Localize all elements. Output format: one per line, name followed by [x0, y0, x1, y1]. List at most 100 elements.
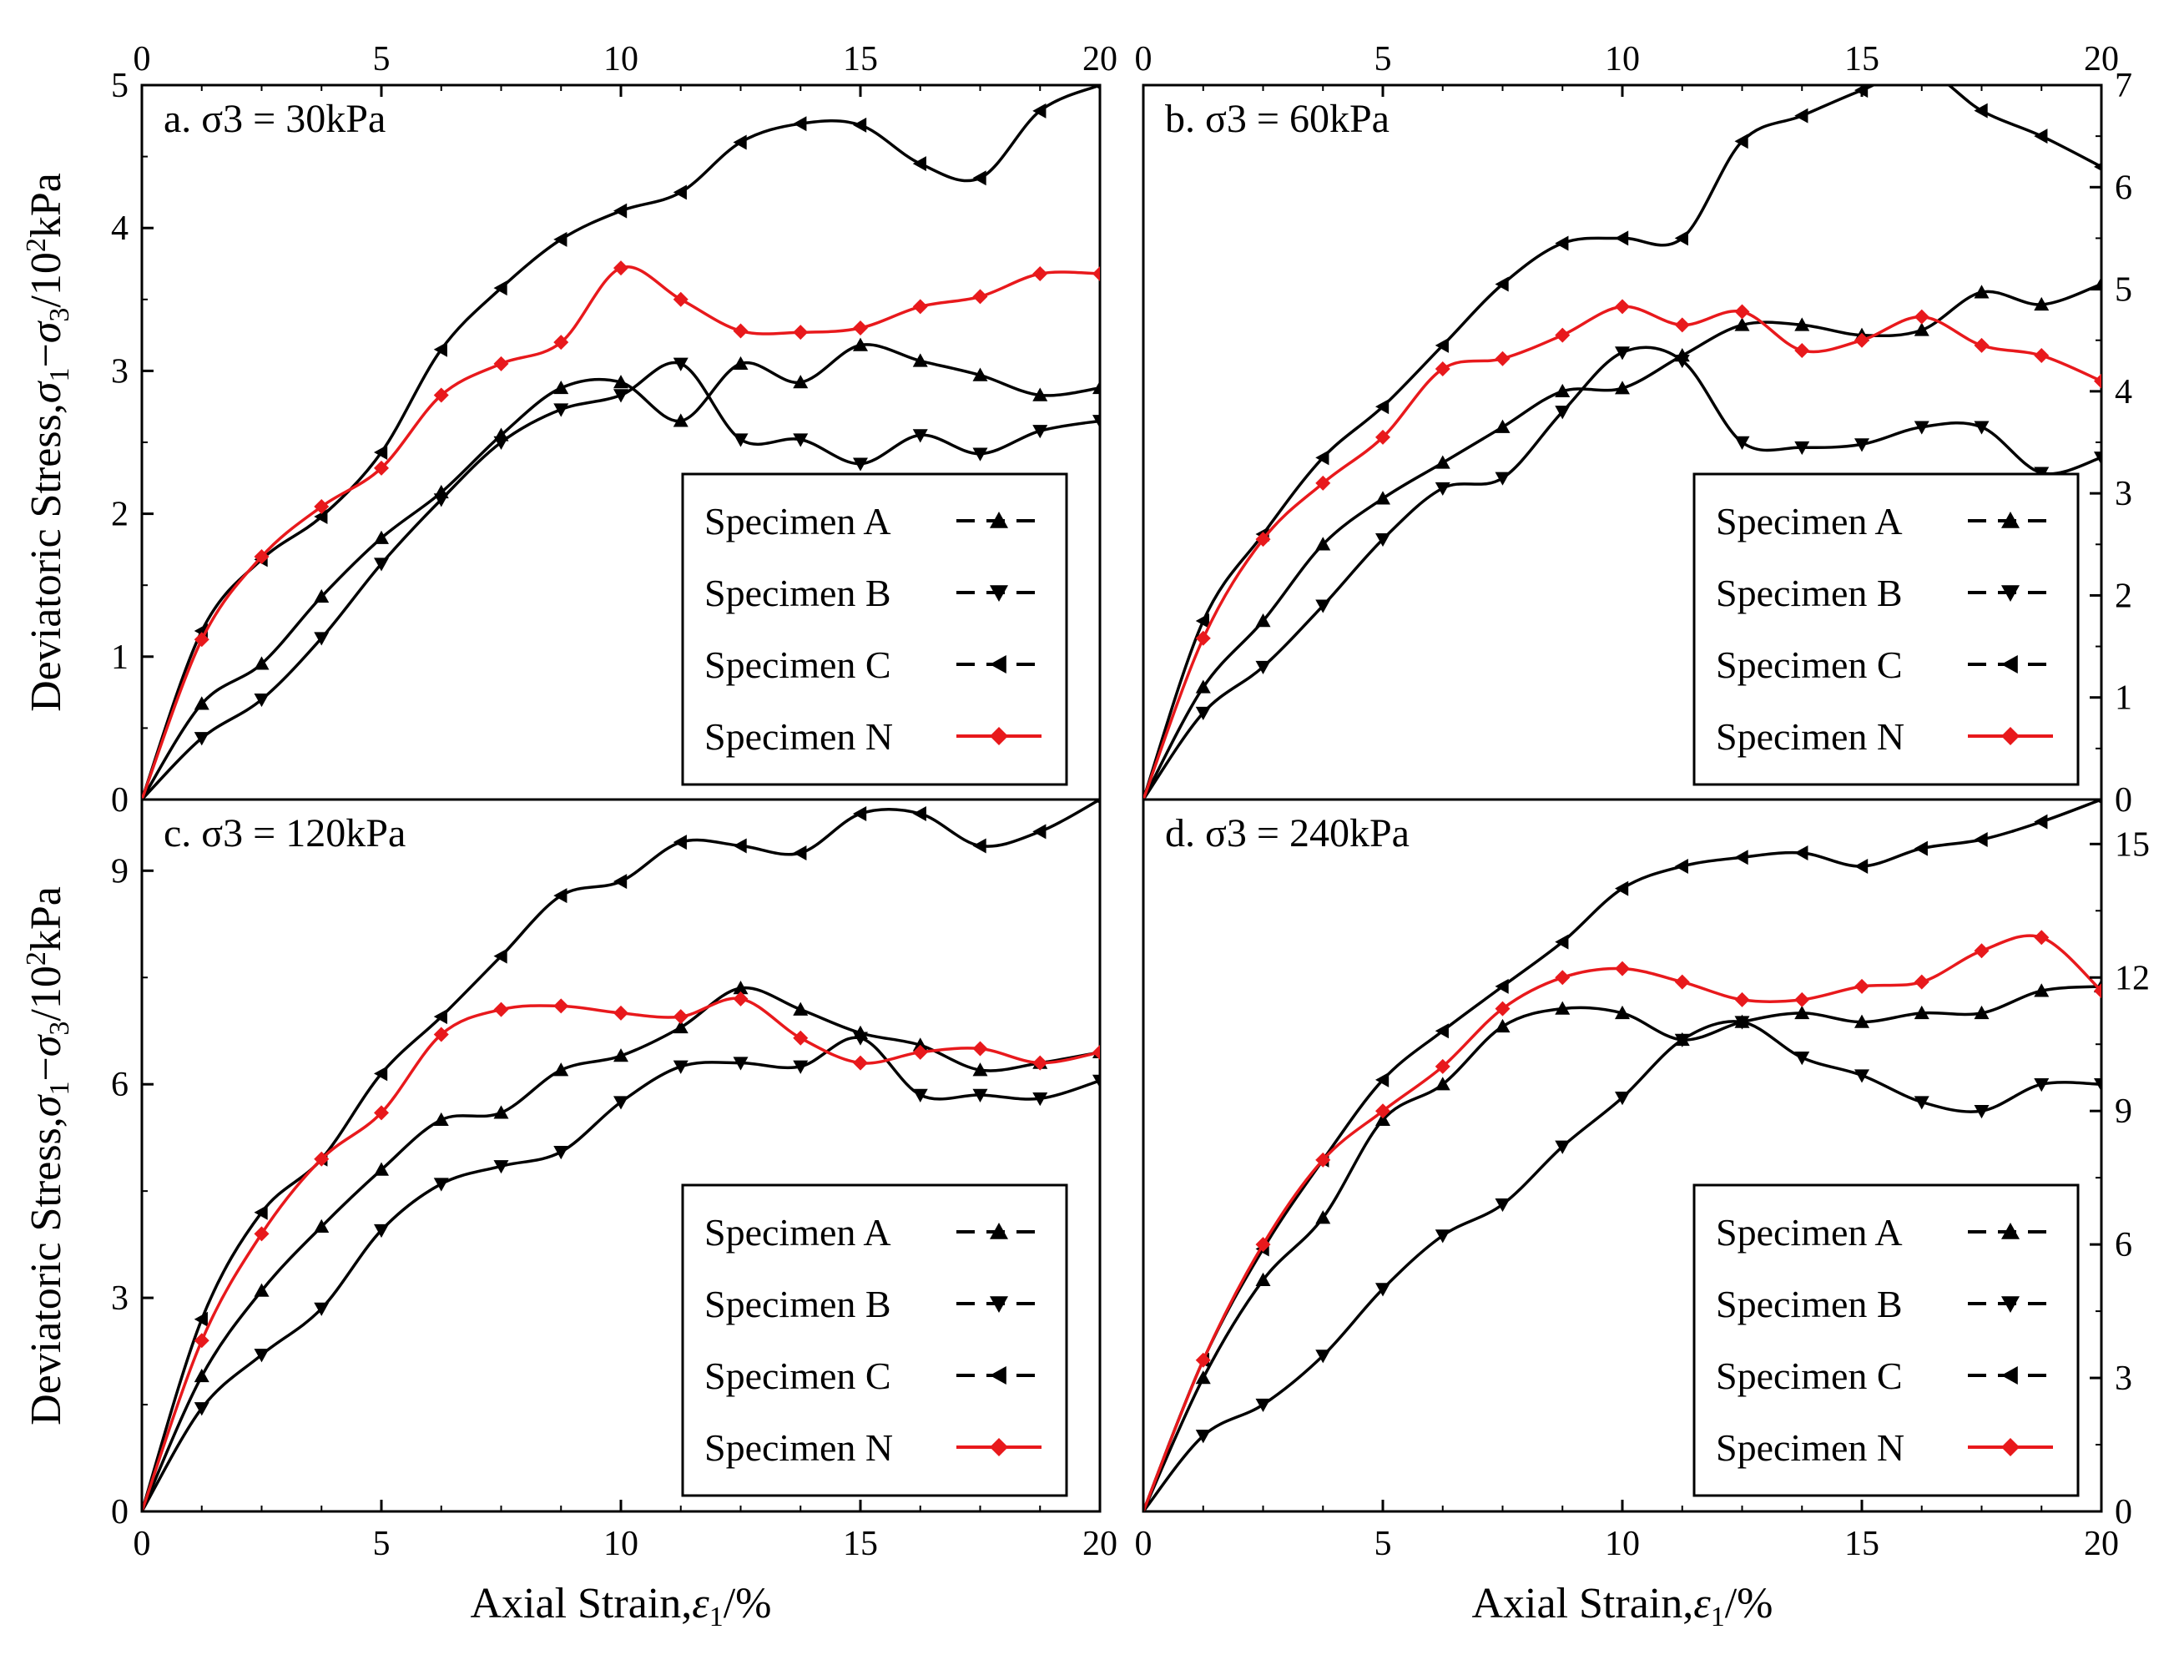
data-point-b [972, 1088, 988, 1102]
data-point-b [1032, 425, 1048, 439]
data-point-n [553, 998, 569, 1014]
data-point-b [1555, 406, 1571, 420]
data-point-b [793, 433, 809, 447]
data-point-a [1195, 1370, 1211, 1385]
data-point-n [972, 289, 988, 305]
data-point-a [1555, 383, 1571, 398]
panel-b-marks: Specimen A Specimen B Specimen C Specimen N [1143, 85, 2101, 800]
data-point-b [972, 447, 988, 462]
data-point-b [853, 1032, 868, 1046]
data-point-c [1974, 103, 1988, 119]
data-point-b [2034, 1078, 2050, 1092]
y-tick-label: 12 [2115, 959, 2150, 997]
x-axis-title-right: Axial Strain,ε1/% [1471, 1580, 1773, 1632]
x-tick-label: 10 [603, 40, 638, 78]
data-point-b [793, 1060, 809, 1074]
data-point-n [2034, 930, 2050, 946]
data-point-n [2034, 348, 2050, 364]
panel-c-ticks: 0 5 10 15 20 0 3 6 9 [111, 852, 1117, 1563]
y-axis-title-bottom: Deviatoric Stress,σ1−σ3/102kPa [21, 886, 75, 1425]
data-point-b [433, 1178, 449, 1192]
data-point-c [2034, 129, 2048, 144]
data-point-c [1615, 880, 1629, 896]
data-point-c [1092, 800, 1100, 804]
x-tick-label: 20 [1082, 40, 1117, 78]
data-point-a [1914, 322, 1929, 336]
data-point-n [673, 1009, 688, 1025]
plot-area [142, 800, 1100, 1511]
data-point-n [254, 548, 270, 564]
data-point-b [1555, 1140, 1571, 1154]
data-point-b [1974, 421, 1990, 435]
plot-area [1143, 800, 2101, 1511]
data-point-b [1092, 1074, 1100, 1088]
x-axis-unit: /% [1725, 1580, 1773, 1627]
data-point-n [1854, 978, 1869, 994]
x-tick-label: 0 [1135, 40, 1153, 78]
legend-marker [990, 727, 1008, 745]
x-axis-sub: 1 [709, 1602, 724, 1632]
y-tick-label: 3 [2115, 1360, 2132, 1398]
data-point-n [1255, 532, 1271, 547]
series-line-c [142, 85, 1100, 800]
data-point-a [1974, 1005, 1990, 1020]
data-point-n [793, 325, 809, 341]
legend-marker [2001, 1296, 2020, 1313]
legend-label: Specimen B [704, 1283, 891, 1325]
data-point-n [1734, 304, 1750, 320]
data-point-c [1032, 103, 1047, 119]
data-point-b [194, 732, 209, 746]
data-point-b [493, 1160, 509, 1174]
data-point-b [912, 429, 928, 443]
data-point-n [1315, 475, 1331, 491]
data-point-c [912, 156, 926, 172]
x-tick-label: 20 [2084, 1525, 2119, 1563]
data-point-a [1255, 1272, 1271, 1286]
data-point-b [1974, 1104, 1990, 1119]
data-point-b [1092, 415, 1100, 429]
data-point-n [1555, 327, 1571, 343]
data-point-b [1315, 1350, 1331, 1364]
data-point-b [553, 1146, 569, 1160]
data-point-n [1674, 317, 1690, 333]
data-point-b [2094, 1078, 2101, 1092]
data-point-c [1435, 1023, 1449, 1039]
legend-marker [2001, 1223, 2020, 1239]
data-point-n [433, 1027, 449, 1042]
data-point-n [1794, 991, 1810, 1007]
data-point-a [912, 353, 928, 367]
data-point-b [194, 1402, 209, 1416]
data-point-b [1734, 1016, 1750, 1030]
panel-a-marks: Specimen A Specimen B Specimen C Specimen N [142, 85, 1100, 800]
legend: Specimen A Specimen B Specimen C Specimen N [1692, 1183, 2080, 1497]
data-point-b [912, 1088, 928, 1102]
data-point-b [254, 693, 270, 708]
data-point-b [673, 1060, 688, 1074]
data-point-b [1255, 660, 1271, 675]
data-point-n [493, 1001, 509, 1017]
data-point-b [1615, 1091, 1630, 1106]
legend-marker [990, 585, 1008, 602]
data-point-n [1914, 309, 1929, 325]
data-point-c [374, 1066, 388, 1082]
data-point-c [2094, 162, 2101, 171]
data-point-n [912, 1044, 928, 1060]
data-point-c [314, 509, 328, 525]
data-point-b [1615, 346, 1630, 361]
data-point-a [194, 1368, 209, 1383]
x-tick-label: 20 [2084, 40, 2119, 78]
data-point-c [613, 203, 628, 219]
data-point-a [1195, 679, 1211, 694]
data-point-c [1435, 337, 1449, 353]
data-point-a [1794, 1005, 1810, 1020]
data-point-n [793, 1030, 809, 1046]
data-point-a [2034, 983, 2050, 997]
data-point-n [1734, 991, 1750, 1007]
data-point-c [1734, 850, 1748, 865]
data-point-c [1974, 831, 1988, 847]
data-point-b [1854, 438, 1869, 452]
panel-d-marks: Specimen A Specimen B Specimen C Specimen N [1143, 800, 2101, 1511]
data-point-n [1375, 1103, 1390, 1119]
data-point-n [1032, 1055, 1048, 1071]
